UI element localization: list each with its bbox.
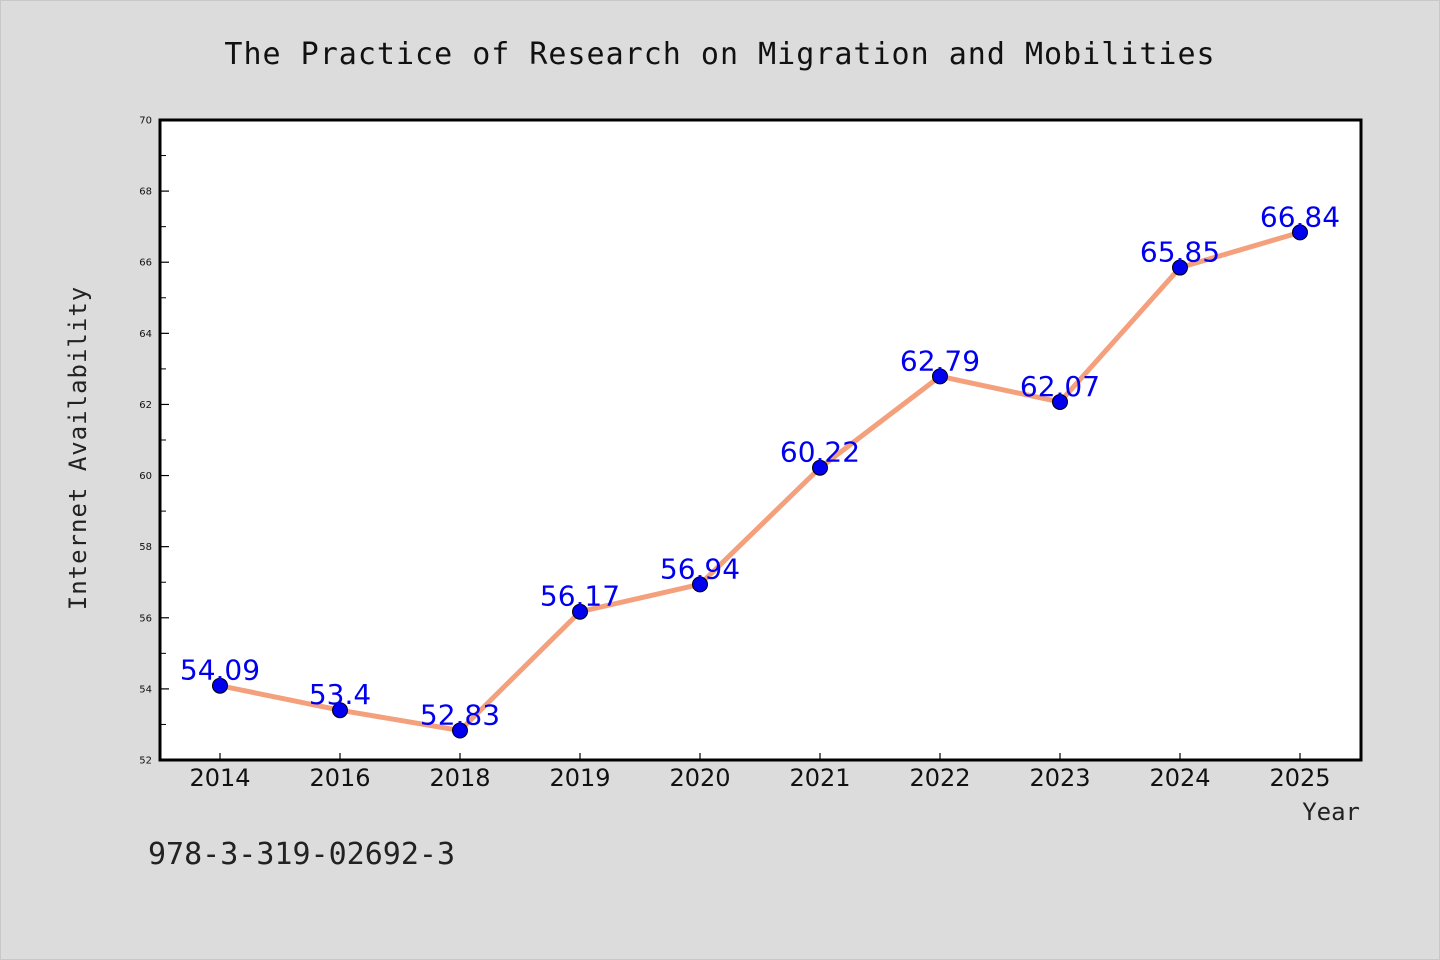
data-point — [212, 677, 228, 694]
x-tick-label: 2018 — [429, 764, 490, 792]
data-label: 62.79 — [900, 344, 980, 377]
data-label: 56.94 — [660, 552, 740, 585]
series-markers — [212, 224, 1308, 739]
y-tick-label: 56 — [139, 613, 152, 624]
y-tick-label: 66 — [139, 258, 152, 269]
y-tick-label: 58 — [139, 542, 152, 553]
data-label: 60.22 — [780, 436, 860, 469]
x-tick-label: 2016 — [309, 764, 370, 792]
x-tick-label: 2020 — [669, 764, 730, 792]
data-point — [572, 603, 588, 620]
y-tick-label: 70 — [139, 116, 152, 127]
y-tick-label: 68 — [139, 187, 152, 198]
plot-area — [160, 120, 1361, 760]
data-label: 54.09 — [180, 654, 260, 687]
data-point — [1292, 224, 1308, 241]
y-tick-label: 64 — [139, 329, 152, 340]
data-point — [692, 576, 708, 593]
x-axis-label: Year — [1302, 798, 1360, 826]
x-tick-label: 2025 — [1269, 764, 1330, 792]
series-line — [217, 229, 1303, 733]
data-label: 56.17 — [540, 580, 620, 613]
y-tick-label: 52 — [139, 756, 152, 767]
x-tick-label: 2022 — [909, 764, 970, 792]
y-axis-label: Internet Availability — [64, 286, 92, 610]
x-tick-label: 2024 — [1149, 764, 1210, 792]
y-tick-label: 62 — [139, 400, 152, 411]
data-point — [452, 722, 468, 739]
data-label: 65.85 — [1140, 236, 1220, 269]
isbn-text: 978-3-319-02692-3 — [148, 837, 455, 872]
x-tick-label: 2014 — [189, 764, 250, 792]
plot-frame — [158, 118, 1363, 762]
chart-title: The Practice of Research on Migration an… — [224, 37, 1215, 72]
y-tick-label: 54 — [139, 684, 152, 695]
data-point — [1172, 259, 1188, 276]
data-label: 53.4 — [309, 678, 371, 711]
x-tick-label: 2021 — [789, 764, 850, 792]
data-point — [932, 368, 948, 385]
data-label: 62.07 — [1020, 370, 1100, 403]
data-labels: 54.09 53.4 52.83 56.17 56.94 60.22 62.79 62.07 6… — [180, 200, 1340, 731]
x-tick-label: 2019 — [549, 764, 610, 792]
data-label: 52.83 — [420, 698, 500, 731]
data-point — [812, 459, 828, 476]
y-tick-label: 60 — [139, 471, 152, 482]
data-point — [1052, 393, 1068, 410]
x-axis: 2014 2016 2018 2019 2020 2021 2022 2023 2024 2025 — [189, 753, 1331, 792]
data-point — [332, 702, 348, 719]
data-label: 66.84 — [1260, 200, 1340, 233]
x-tick-label: 2023 — [1029, 764, 1090, 792]
